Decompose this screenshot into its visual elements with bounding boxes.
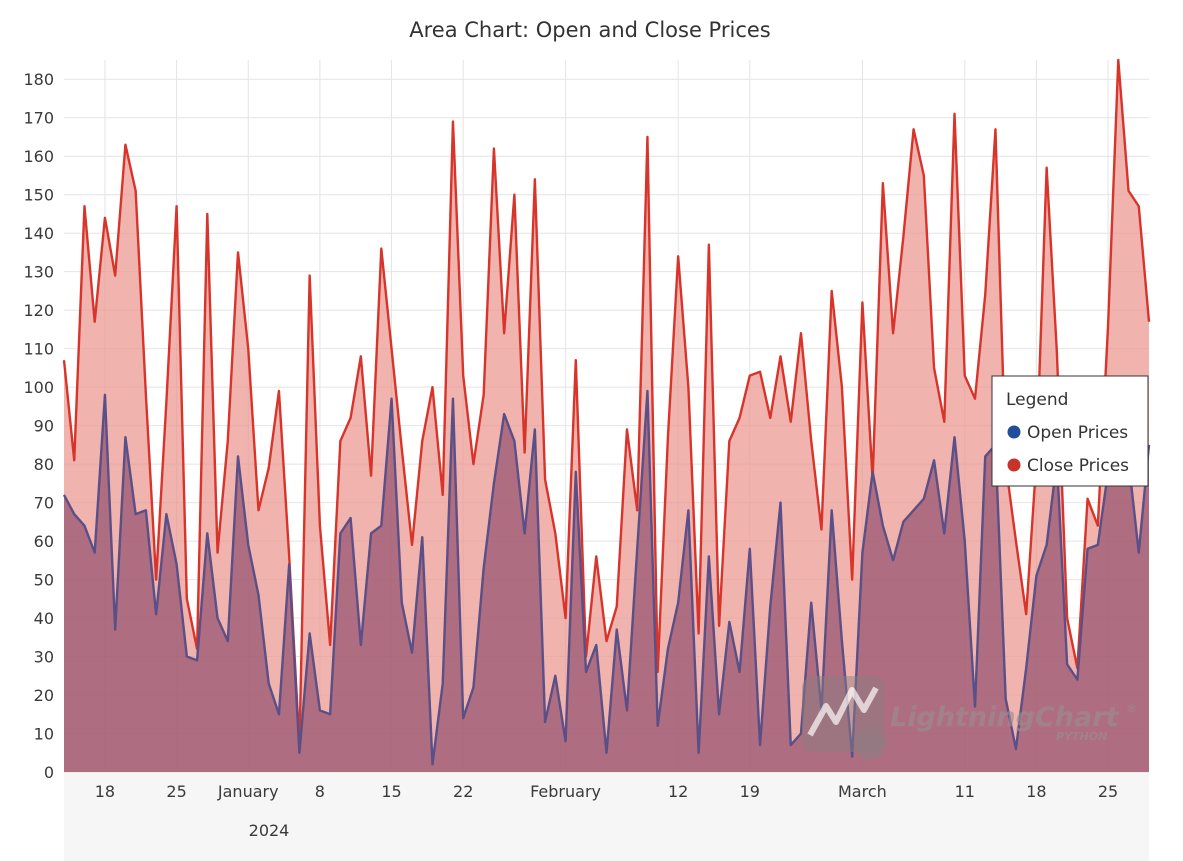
open-prices-area (64, 390, 1149, 772)
y-tick-label: 60 (34, 532, 54, 551)
y-tick-label: 170 (23, 109, 54, 128)
watermark-text: LightningChart (890, 702, 1120, 733)
watermark-sub: PYTHON (1056, 730, 1107, 743)
y-tick-label: 180 (23, 70, 54, 89)
y-tick-label: 40 (34, 609, 54, 628)
close-prices-line[interactable] (62, 58, 1151, 747)
legend[interactable]: Legend Open Prices Close Prices (991, 375, 1149, 487)
y-tick-label: 160 (23, 147, 54, 166)
legend-open-marker (1007, 425, 1021, 439)
y-tick-label: 10 (34, 725, 54, 744)
y-tick-label: 100 (23, 378, 54, 397)
x-axis-year-label: 2024 (249, 821, 290, 840)
x-tick-label: 25 (166, 782, 186, 801)
x-tick-label: 15 (381, 782, 401, 801)
legend-close-marker (1007, 458, 1021, 472)
x-axis-band (64, 772, 1149, 861)
y-tick-label: 90 (34, 417, 54, 436)
x-tick-label: January (217, 782, 279, 801)
watermark-python-icon (854, 728, 886, 760)
x-tick-label: 18 (95, 782, 115, 801)
y-tick-label: 130 (23, 263, 54, 282)
legend-title: Legend (1006, 390, 1068, 410)
y-tick-label: 120 (23, 301, 54, 320)
y-tick-label: 110 (23, 340, 54, 359)
y-tick-label: 20 (34, 686, 54, 705)
open-prices-line[interactable] (62, 389, 1151, 766)
y-axis: 0 10 20 30 40 50 60 70 80 90 100 110 120 130 140 150 160… (23, 70, 54, 782)
legend-close-label[interactable]: Close Prices (1027, 456, 1129, 476)
watermark-bolt-icon (807, 686, 879, 737)
x-tick-label: 25 (1098, 782, 1118, 801)
chart-title: Area Chart: Open and Close Prices (409, 18, 770, 42)
x-tick-label: 12 (668, 782, 688, 801)
watermark: LightningChart ® PYTHON (802, 676, 1137, 760)
legend-open-label[interactable]: Open Prices (1027, 423, 1128, 443)
y-tick-label: 140 (23, 224, 54, 243)
y-tick-label: 30 (34, 648, 54, 667)
x-tick-label: 19 (740, 782, 760, 801)
watermark-mark: ® (1126, 702, 1137, 715)
y-tick-label: 80 (34, 455, 54, 474)
x-tick-label: 22 (453, 782, 473, 801)
y-tick-label: 70 (34, 494, 54, 513)
series-layer (62, 58, 1151, 772)
x-tick-label: 8 (315, 782, 325, 801)
x-tick-label: March (838, 782, 887, 801)
y-tick-label: 50 (34, 571, 54, 590)
y-tick-label: 150 (23, 186, 54, 205)
x-axis: 18 25 January 8 15 22 February 12 19 March 11 18 25 (95, 782, 1118, 801)
x-tick-label: February (530, 782, 601, 801)
x-tick-label: 11 (955, 782, 975, 801)
x-tick-label: 18 (1026, 782, 1046, 801)
y-tick-label: 0 (44, 763, 54, 782)
